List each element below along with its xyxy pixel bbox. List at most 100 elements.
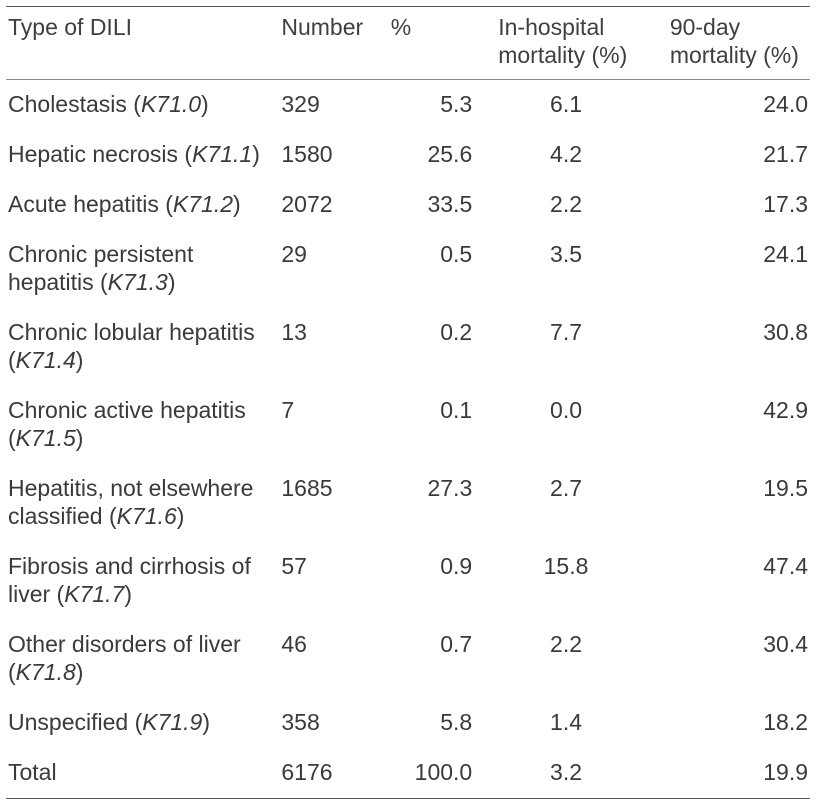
header-row: Type of DILI Number % In-hospital mortal…	[6, 6, 810, 80]
cell-number: 46	[281, 631, 307, 657]
cell-90-day-mortality: 24.0	[763, 91, 808, 117]
table-row: Other disorders of liver (K71.8) 46 0.7 2.2…	[6, 620, 810, 698]
cell-in-hospital-mortality: 7.7	[550, 319, 583, 345]
cell-type: Fibrosis and cirrhosis of liver (K71.7)	[6, 542, 279, 620]
cell-type-close: )	[75, 425, 84, 451]
cell-90-day-mortality: 47.4	[763, 553, 808, 579]
cell-type-close: )	[75, 659, 84, 685]
cell-icd-code: K71.7	[64, 581, 125, 607]
table-body: Cholestasis (K71.0) 329 5.3 6.1 24.0 Hepatic …	[6, 80, 810, 799]
cell-icd-code: K71.1	[192, 141, 253, 167]
cell-type-label: Hepatitis, not elsewhere classified (	[8, 475, 254, 529]
cell-90-day-mortality: 42.9	[763, 397, 808, 423]
cell-icd-code: K71.9	[142, 709, 203, 735]
table-row: Unspecified (K71.9) 358 5.8 1.4 18.2	[6, 698, 810, 748]
table-header: Type of DILI Number % In-hospital mortal…	[6, 6, 810, 80]
dili-mortality-table: Type of DILI Number % In-hospital mortal…	[6, 6, 810, 799]
cell-percent: 5.8	[440, 709, 473, 735]
cell-type-close: )	[252, 141, 260, 167]
cell-in-hospital-mortality: 3.5	[550, 241, 583, 267]
table-row: Hepatic necrosis (K71.1) 1580 25.6 4.2 21.7	[6, 130, 810, 180]
header-in-hospital-line1: In-hospital	[498, 14, 605, 40]
cell-number: 1685	[281, 475, 333, 501]
cell-percent: 0.2	[440, 319, 473, 345]
cell-type-label: Total	[8, 759, 57, 785]
cell-90-day-mortality: 30.8	[763, 319, 808, 345]
header-number-label: Number	[281, 14, 364, 40]
cell-icd-code: K71.2	[172, 191, 234, 217]
cell-number: 57	[281, 553, 307, 579]
table-row: Fibrosis and cirrhosis of liver (K71.7) 5…	[6, 542, 810, 620]
header-number: Number	[279, 7, 378, 80]
cell-type-close: )	[167, 269, 176, 295]
cell-type: Hepatitis, not elsewhere classified (K71…	[6, 464, 279, 542]
table-row: Chronic persistent hepatitis (K71.3) 29 0.…	[6, 230, 810, 308]
cell-type-close: )	[75, 347, 84, 373]
cell-type-close: )	[124, 581, 133, 607]
cell-type: Other disorders of liver (K71.8)	[6, 620, 279, 698]
cell-type-label: Acute hepatitis (	[8, 191, 173, 217]
cell-type: Chronic active hepatitis (K71.5)	[6, 386, 279, 464]
cell-in-hospital-mortality: 15.8	[543, 553, 589, 579]
cell-type: Total	[6, 748, 279, 799]
table-row: Chronic lobular hepatitis (K71.4) 13 0.2 7.…	[6, 308, 810, 386]
cell-number: 1580	[281, 141, 333, 167]
cell-type-label: Hepatic necrosis (	[8, 141, 193, 167]
cell-in-hospital-mortality: 4.2	[550, 141, 583, 167]
cell-type-close: )	[201, 91, 209, 117]
cell-type: Hepatic necrosis (K71.1)	[6, 130, 279, 180]
cell-in-hospital-mortality: 0.0	[550, 397, 583, 423]
header-percent: %	[379, 7, 480, 80]
cell-percent: 5.3	[440, 91, 473, 117]
cell-number: 2072	[281, 191, 333, 217]
cell-percent: 27.3	[427, 475, 473, 501]
cell-type-label: Chronic lobular hepatitis (	[8, 319, 255, 373]
header-type-label: Type of DILI	[8, 14, 133, 40]
table-row: Hepatitis, not elsewhere classified (K71…	[6, 464, 810, 542]
cell-type-label: Fibrosis and cirrhosis of liver (	[8, 553, 251, 607]
cell-number: 6176	[281, 759, 333, 785]
cell-type: Unspecified (K71.9)	[6, 698, 279, 748]
table-row: Total 6176 100.0 3.2 19.9	[6, 748, 810, 799]
cell-percent: 25.6	[427, 141, 473, 167]
table-row: Cholestasis (K71.0) 329 5.3 6.1 24.0	[6, 80, 810, 131]
cell-90-day-mortality: 21.7	[763, 141, 808, 167]
cell-type: Chronic lobular hepatitis (K71.4)	[6, 308, 279, 386]
cell-in-hospital-mortality: 2.2	[550, 191, 583, 217]
header-in-hospital-line2: mortality (%)	[498, 42, 628, 68]
cell-90-day-mortality: 19.9	[763, 759, 808, 785]
cell-in-hospital-mortality: 1.4	[550, 709, 583, 735]
cell-number: 13	[281, 319, 307, 345]
cell-90-day-mortality: 19.5	[763, 475, 808, 501]
cell-percent: 0.1	[440, 397, 473, 423]
cell-in-hospital-mortality: 2.2	[550, 631, 583, 657]
cell-icd-code: K71.3	[107, 269, 168, 295]
cell-in-hospital-mortality: 2.7	[550, 475, 583, 501]
cell-type: Cholestasis (K71.0)	[6, 80, 279, 131]
cell-percent: 100.0	[414, 759, 473, 785]
cell-type-label: Chronic active hepatitis (	[8, 397, 246, 451]
header-90-day-line2: mortality (%)	[669, 42, 799, 68]
header-90-day-line1: 90-day	[669, 14, 741, 40]
cell-icd-code: K71.4	[15, 347, 76, 373]
cell-type-label: Unspecified (	[8, 709, 143, 735]
cell-percent: 0.5	[440, 241, 473, 267]
cell-90-day-mortality: 30.4	[763, 631, 808, 657]
cell-type: Chronic persistent hepatitis (K71.3)	[6, 230, 279, 308]
cell-type-label: Other disorders of liver (	[8, 631, 241, 685]
cell-icd-code: K71.5	[15, 425, 76, 451]
cell-number: 329	[281, 91, 320, 117]
cell-in-hospital-mortality: 6.1	[550, 91, 583, 117]
cell-icd-code: K71.6	[116, 503, 177, 529]
cell-number: 358	[281, 709, 320, 735]
cell-number: 29	[281, 241, 307, 267]
header-type: Type of DILI	[6, 7, 279, 80]
header-in-hospital-mortality: In-hospital mortality (%)	[480, 7, 652, 80]
cell-in-hospital-mortality: 3.2	[550, 759, 583, 785]
cell-type-label: Cholestasis (	[8, 91, 141, 117]
header-percent-label: %	[390, 14, 412, 40]
cell-type: Acute hepatitis (K71.2)	[6, 180, 279, 230]
table-row: Acute hepatitis (K71.2) 2072 33.5 2.2 17.3	[6, 180, 810, 230]
cell-90-day-mortality: 24.1	[763, 241, 808, 267]
